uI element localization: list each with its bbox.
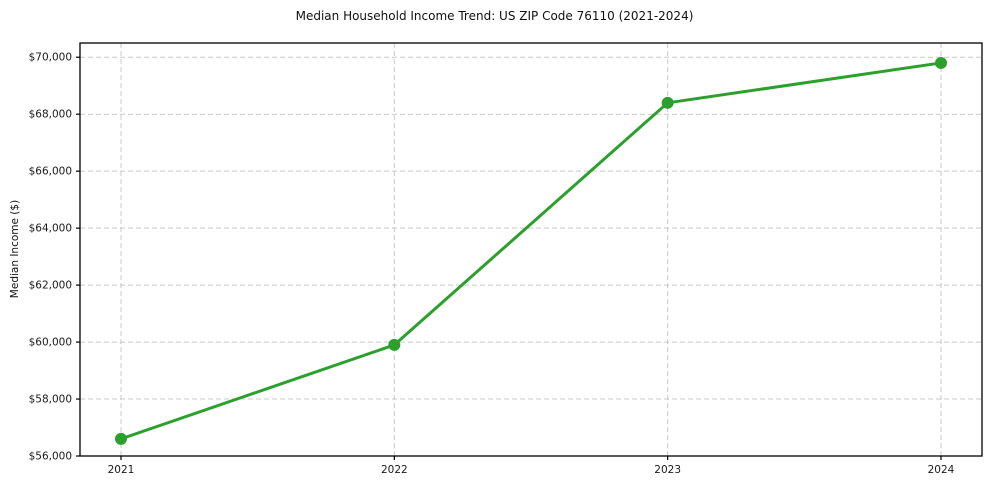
data-point-marker [661,96,674,109]
y-tick-label: $58,000 [29,394,72,406]
x-tick-label: 2024 [928,464,955,476]
data-point-marker [935,56,947,69]
data-line [119,61,943,441]
x-tick-label: 2021 [108,464,135,476]
chart-title: Median Household Income Trend: US ZIP Co… [295,9,694,23]
y-tick-label: $68,000 [29,109,72,121]
y-tick-label: $62,000 [29,280,72,292]
y-tick-label: $56,000 [29,451,72,463]
y-tick-label: $70,000 [29,52,72,64]
x-tick-label: 2022 [381,464,408,476]
data-point-marker [388,338,401,351]
x-tick-label: 2023 [654,464,681,476]
y-tick-label: $64,000 [29,223,72,235]
y-tick-label: $66,000 [29,166,72,178]
data-point-marker [115,432,127,445]
y-tick-label: $60,000 [29,337,72,349]
plot-border [79,42,983,457]
